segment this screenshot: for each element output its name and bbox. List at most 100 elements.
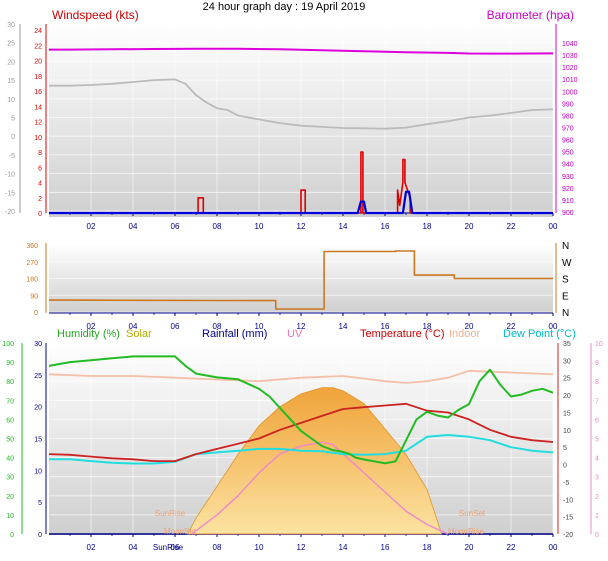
- indoor-line: [49, 78, 554, 130]
- humidity-tick-label: 40: [6, 456, 14, 463]
- x-tick-label: 18: [423, 222, 432, 231]
- barometer-line: [49, 47, 554, 55]
- humidity-tick-label: 90: [6, 360, 14, 367]
- wind-outer-tick-label: 15: [7, 78, 15, 85]
- wind-tick-label: 16: [34, 89, 42, 96]
- uv-tick-label: 0: [595, 532, 599, 539]
- uv-tick-label: 2: [595, 494, 599, 501]
- compass-label: W: [562, 258, 572, 269]
- uv-tick-label: 9: [595, 360, 599, 367]
- uv-line: [191, 441, 449, 535]
- baro-tick-label: 990: [562, 101, 574, 108]
- baro-tick-label: 1040: [562, 41, 578, 48]
- x-tick-label: 04: [129, 543, 138, 552]
- humidity-tick-label: 30: [6, 475, 14, 482]
- annotation-sunset: SunSet: [459, 509, 486, 518]
- x-tick-label: 00: [549, 222, 558, 231]
- temperature-tick-label: -5: [563, 480, 569, 487]
- uv-tick-label: 7: [595, 398, 599, 405]
- wind-outer-tick-label: -10: [5, 172, 15, 179]
- x-tick-label: 02: [87, 543, 96, 552]
- rainfall-tick-label: 20: [34, 405, 42, 412]
- x-tick-label: 10: [255, 222, 264, 231]
- wind-tick-label: 12: [34, 120, 42, 127]
- baro-tick-label: 1020: [562, 65, 578, 72]
- baro-tick-label: 1030: [562, 53, 578, 60]
- rainfall-tick-label: 15: [34, 437, 42, 444]
- baro-tick-label: 960: [562, 138, 574, 145]
- wind-tick-label: 4: [38, 181, 42, 188]
- x-tick-label: 06: [171, 322, 180, 331]
- annotation-moonset: MoonSet: [164, 527, 197, 536]
- humidity-tick-label: 80: [6, 379, 14, 386]
- wind-outer-tick-label: 5: [11, 116, 15, 123]
- x-tick-label: 00: [549, 322, 558, 331]
- direction-tick-label: 90: [30, 293, 38, 300]
- wind-tick-label: 2: [38, 196, 42, 203]
- temperature-tick-label: 0: [563, 463, 567, 470]
- uv-tick-label: 8: [595, 379, 599, 386]
- x-tick-label: 20: [465, 222, 474, 231]
- rainfall-tick-label: 30: [34, 341, 42, 348]
- humidity-tick-label: 20: [6, 494, 14, 501]
- rainfall-tick-label: 0: [38, 532, 42, 539]
- x-tick-label: 10: [255, 322, 264, 331]
- baro-tick-label: 950: [562, 150, 574, 157]
- direction-tick-label: 180: [26, 277, 38, 284]
- direction-tick-label: 270: [26, 260, 38, 267]
- x-tick-label: 08: [213, 543, 222, 552]
- temperature-tick-label: 5: [563, 445, 567, 452]
- x-tick-label: 16: [381, 543, 390, 552]
- wind-outer-tick-label: -20: [5, 209, 15, 216]
- baro-tick-label: 910: [562, 198, 574, 205]
- baro-chart-title: Barometer (hpa): [487, 8, 574, 22]
- x-tick-label: 06: [171, 222, 180, 231]
- baro-tick-label: 920: [562, 186, 574, 193]
- x-tick-label: 14: [339, 543, 348, 552]
- x-tick-label: 16: [381, 322, 390, 331]
- wind-chart-title: Windspeed (kts): [52, 8, 139, 22]
- temperature-tick-label: 35: [563, 341, 571, 348]
- gust-line: [49, 190, 553, 215]
- wind-outer-tick-label: 0: [11, 134, 15, 141]
- wind-tick-label: 0: [38, 211, 42, 218]
- x-tick-label: 04: [129, 322, 138, 331]
- direction-line: [49, 250, 553, 310]
- wind-tick-label: 10: [34, 135, 42, 142]
- temperature-tick-label: 25: [563, 376, 571, 383]
- dewpoint-line: [49, 434, 554, 465]
- x-tick-label: 20: [465, 322, 474, 331]
- legend-rainfall: Rainfall (mm): [202, 328, 267, 340]
- x-tick-label: 12: [297, 322, 306, 331]
- windspeed-line: [49, 151, 553, 214]
- temperature-tick-label: -20: [563, 532, 573, 539]
- baro-tick-label: 980: [562, 113, 574, 120]
- x-tick-label: 12: [297, 222, 306, 231]
- uv-tick-label: 3: [595, 475, 599, 482]
- legend-temperature: Temperature (°C): [360, 328, 444, 340]
- x-tick-label: 12: [297, 543, 306, 552]
- wind-outer-tick-label: -5: [9, 153, 15, 160]
- x-tick-label: 10: [255, 543, 264, 552]
- humidity-line: [48, 355, 554, 465]
- annotation-moonrise: MoonRise: [448, 527, 485, 536]
- x-tick-label: 22: [507, 222, 516, 231]
- annotation-sunrise-axis: SunRise: [153, 543, 184, 552]
- compass-label: N: [562, 308, 569, 319]
- compass-label: E: [562, 291, 569, 302]
- x-tick-label: 14: [339, 222, 348, 231]
- direction-tick-label: 360: [26, 243, 38, 250]
- wind-tick-label: 24: [34, 28, 42, 35]
- rainfall-tick-label: 10: [34, 468, 42, 475]
- x-tick-label: 18: [423, 543, 432, 552]
- wind-tick-label: 22: [34, 43, 42, 50]
- x-tick-label: 08: [213, 222, 222, 231]
- temperature-tick-label: 30: [563, 358, 571, 365]
- temperature-line: [48, 402, 554, 463]
- x-tick-label: 14: [339, 322, 348, 331]
- uv-tick-label: 1: [595, 513, 599, 520]
- x-tick-label: 18: [423, 322, 432, 331]
- solar-area: [186, 387, 443, 535]
- wind-tick-label: 14: [34, 104, 42, 111]
